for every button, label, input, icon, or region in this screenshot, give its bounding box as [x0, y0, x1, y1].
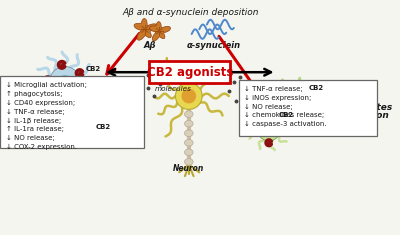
FancyBboxPatch shape [0, 77, 144, 148]
Ellipse shape [184, 130, 193, 137]
Text: Astrocytes: Astrocytes [338, 103, 393, 112]
Ellipse shape [184, 139, 193, 146]
Text: Microglia: Microglia [8, 103, 55, 112]
FancyBboxPatch shape [239, 80, 377, 136]
Text: Aβ and α-synuclein deposition: Aβ and α-synuclein deposition [122, 8, 259, 17]
Circle shape [58, 75, 72, 89]
Circle shape [78, 111, 90, 123]
Circle shape [278, 90, 309, 121]
Text: activation: activation [8, 111, 58, 120]
Text: CB2: CB2 [309, 85, 324, 91]
Text: CB2 agonists: CB2 agonists [146, 66, 233, 79]
Polygon shape [134, 19, 158, 40]
Text: CB2: CB2 [95, 124, 110, 129]
Text: activation: activation [338, 111, 389, 120]
Text: ↓ Microglial activation;
↑ phagocytosis;
↓ CD40 expression;
↓ TNF-α release;
↓ I: ↓ Microglial activation; ↑ phagocytosis;… [6, 82, 87, 150]
Text: α-synuclein: α-synuclein [186, 41, 241, 50]
Circle shape [258, 118, 280, 141]
FancyBboxPatch shape [149, 61, 230, 83]
Circle shape [176, 83, 202, 110]
Circle shape [264, 124, 274, 135]
Ellipse shape [184, 120, 193, 127]
Polygon shape [150, 22, 170, 41]
Ellipse shape [184, 149, 193, 156]
Text: Aβ: Aβ [144, 41, 156, 50]
Text: Neuron: Neuron [173, 164, 204, 173]
Circle shape [72, 105, 96, 129]
Circle shape [287, 99, 300, 112]
Text: CB2: CB2 [278, 112, 294, 118]
Text: Pro-inflammatory
molecules: Pro-inflammatory molecules [154, 78, 218, 92]
Text: ↓ TNF-α release;
↓ iNOS expression;
↓ NO release;
↓ chemokines release;
↓ caspas: ↓ TNF-α release; ↓ iNOS expression; ↓ NO… [244, 86, 327, 127]
Ellipse shape [184, 158, 193, 165]
Ellipse shape [184, 111, 193, 118]
Text: CB2: CB2 [86, 66, 101, 72]
Circle shape [182, 89, 196, 103]
Circle shape [50, 67, 80, 97]
